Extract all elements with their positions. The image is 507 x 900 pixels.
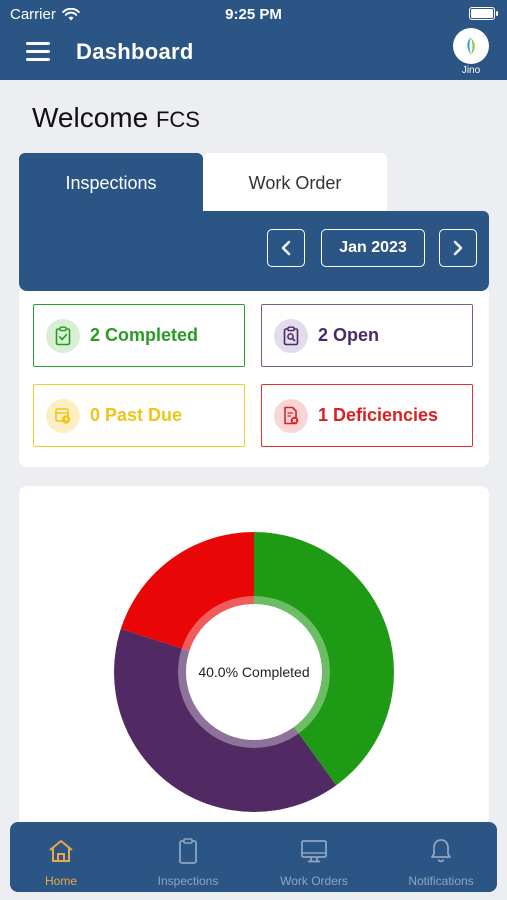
app-header: Carrier 9:25 PM Dashboard Jino <box>0 0 507 80</box>
pie-slice-completed[interactable] <box>254 532 394 786</box>
calendar-clock-icon <box>46 398 80 433</box>
bottom-tab-notifications-label: Notifications <box>408 874 474 888</box>
document-alert-icon <box>274 398 308 433</box>
leaf-logo-icon <box>467 37 475 55</box>
open-label: 2 Open <box>318 325 380 345</box>
bottom-tab-inspections[interactable]: Inspections <box>127 822 249 892</box>
carrier-indicator: Carrier <box>10 6 80 23</box>
home-icon <box>49 840 73 862</box>
bottom-tab-work-orders-label: Work Orders <box>280 874 348 888</box>
deficiencies-label: 1 Deficiencies <box>318 405 439 425</box>
bell-icon <box>431 839 451 863</box>
past-due-card[interactable]: 0 Past Due <box>33 384 245 447</box>
bottom-tab-home-label: Home <box>44 874 77 888</box>
completed-label: 2 Completed <box>90 325 199 345</box>
deficiencies-card[interactable]: 1 Deficiencies <box>261 384 473 447</box>
wifi-icon <box>62 8 80 21</box>
bottom-tab-home[interactable]: Home <box>0 822 122 892</box>
nav-bar: Dashboard Jino <box>0 28 507 80</box>
monitor-icon <box>301 840 327 863</box>
donut-chart: 40.0% Completed <box>113 532 394 812</box>
previous-month-button[interactable] <box>267 229 305 267</box>
tab-inspections[interactable]: Inspections <box>19 153 203 213</box>
hamburger-menu-icon[interactable] <box>26 42 50 62</box>
chart-panel: 40.0% Completed <box>19 486 489 826</box>
month-selector-button[interactable]: Jan 2023 <box>321 229 425 267</box>
clipboard-check-icon <box>46 318 80 353</box>
tab-work-order[interactable]: Work Order <box>203 153 387 213</box>
status-cards-panel: 2 Completed 2 Open 0 Past Due <box>19 291 489 467</box>
next-month-button[interactable] <box>439 229 477 267</box>
chart-center-label: 40.0% Completed <box>198 664 309 680</box>
carrier-label: Carrier <box>10 6 56 23</box>
avatar <box>453 28 489 64</box>
bottom-tab-bar: Home Inspections Work Orders Notifi <box>10 822 497 892</box>
page-title: Dashboard <box>76 39 194 64</box>
battery-icon <box>469 7 498 20</box>
bottom-tab-notifications[interactable]: Notifications <box>380 822 502 892</box>
welcome-heading: Welcome FCS <box>32 102 200 134</box>
bottom-tab-inspections-label: Inspections <box>157 874 219 888</box>
user-avatar-button[interactable]: Jino <box>451 28 491 76</box>
chevron-right-icon <box>453 240 463 256</box>
completed-card[interactable]: 2 Completed <box>33 304 245 367</box>
welcome-greeting: Welcome <box>32 102 149 133</box>
past-due-label: 0 Past Due <box>90 405 183 425</box>
bottom-tab-work-orders[interactable]: Work Orders <box>253 822 375 892</box>
welcome-user: FCS <box>155 107 200 132</box>
avatar-label: Jino <box>461 65 481 76</box>
donut-hole <box>186 604 322 740</box>
clipboard-icon <box>179 838 197 864</box>
status-bar: Carrier 9:25 PM <box>0 0 507 28</box>
clipboard-search-icon <box>274 318 308 353</box>
open-card[interactable]: 2 Open <box>261 304 473 367</box>
chevron-left-icon <box>281 240 291 256</box>
month-navigation: Jan 2023 <box>19 211 489 291</box>
